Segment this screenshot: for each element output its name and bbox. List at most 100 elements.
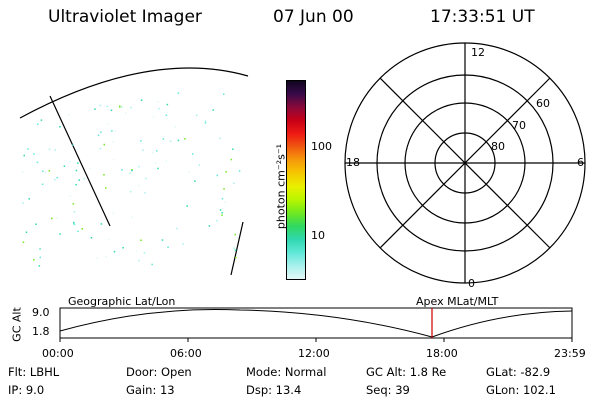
emission-speckle: [131, 216, 133, 218]
emission-speckle: [161, 239, 164, 241]
emission-speckle: [59, 126, 61, 128]
dsp-status: Dsp: 13.4: [246, 383, 302, 397]
emission-speckle: [27, 148, 29, 150]
emission-speckle: [54, 178, 56, 181]
mlt-label-12: 12: [471, 46, 485, 59]
emission-speckle: [186, 205, 188, 207]
emission-speckle: [188, 171, 190, 173]
glat-status: GLat: -82.9: [486, 365, 551, 379]
emission-speckle: [36, 161, 39, 164]
emission-speckle: [48, 170, 51, 172]
emission-speckle: [56, 176, 58, 179]
instrument-title: Ultraviolet Imager: [48, 7, 202, 27]
emission-speckle: [156, 150, 158, 152]
emission-speckle: [23, 154, 25, 157]
emission-speckle: [122, 247, 124, 249]
emission-speckle: [169, 140, 172, 142]
xtick-2359: 23:59: [554, 347, 586, 360]
emission-speckle: [51, 217, 53, 220]
color-scale-bar: [286, 80, 306, 280]
emission-speckle: [111, 130, 113, 132]
emission-speckle: [131, 169, 133, 172]
emission-speckle: [129, 190, 132, 193]
emission-speckle: [140, 239, 142, 241]
emission-speckle: [233, 182, 235, 185]
emission-speckle: [208, 225, 211, 227]
geographic-lat-lon-label: Geographic Lat/Lon: [68, 295, 176, 308]
xtick-0600: 06:00: [170, 347, 202, 360]
emission-speckle: [157, 101, 159, 103]
emission-speckle: [68, 114, 70, 116]
emission-speckle: [22, 241, 25, 243]
emission-speckle: [35, 223, 37, 225]
date-label: 07 Jun 00: [273, 7, 354, 27]
emission-speckle: [90, 237, 93, 239]
emission-speckle: [40, 119, 43, 121]
emission-speckle: [157, 167, 159, 170]
emission-speckle: [221, 214, 223, 216]
emission-speckle: [221, 212, 223, 214]
emission-speckle: [69, 160, 71, 163]
seq-status: Seq: 39: [366, 383, 410, 397]
emission-speckle: [107, 123, 110, 125]
gain-status: Gain: 13: [126, 383, 175, 397]
emission-speckle: [99, 104, 102, 107]
polar-diagonal-b: [379, 77, 551, 249]
emission-speckle: [105, 187, 107, 189]
emission-speckle: [112, 212, 115, 215]
mlt-label-6: 6: [577, 156, 584, 169]
emission-speckle: [63, 165, 66, 167]
emission-speckle: [198, 164, 201, 166]
emission-speckle: [158, 107, 160, 110]
emission-speckle: [72, 203, 75, 205]
emission-speckle: [97, 134, 100, 137]
emission-speckle: [151, 152, 154, 154]
emission-speckle: [25, 231, 28, 233]
emission-speckle: [103, 143, 105, 146]
emission-speckle: [77, 162, 79, 164]
emission-speckle: [138, 184, 140, 187]
edge-line: [230, 221, 244, 276]
emission-speckle: [138, 259, 140, 262]
emission-speckle: [234, 249, 237, 251]
emission-speckle: [89, 167, 91, 170]
emission-speckle: [81, 228, 83, 230]
emission-speckle: [129, 172, 131, 174]
emission-speckle: [75, 183, 77, 186]
emission-speckle: [119, 105, 121, 107]
emission-speckle: [237, 236, 239, 239]
emission-speckle: [223, 188, 225, 190]
emission-speckle: [121, 169, 123, 171]
emission-speckle: [113, 250, 116, 253]
emission-speckle: [112, 141, 114, 143]
mlt-label-0: 0: [468, 277, 475, 290]
emission-speckle: [38, 265, 41, 267]
emission-speckle: [33, 259, 35, 261]
emission-speckle: [166, 103, 169, 106]
orbit-altitude-curve: [59, 308, 573, 338]
emission-speckle: [121, 106, 123, 108]
xtick-0000: 00:00: [42, 347, 74, 360]
emission-speckle: [73, 221, 75, 224]
emission-speckle: [69, 195, 71, 198]
mlat-label-80: 80: [491, 140, 505, 153]
emission-speckle: [144, 192, 146, 194]
emission-speckle: [110, 109, 113, 112]
emission-speckle: [22, 202, 24, 204]
xtick-1800: 18:00: [426, 347, 458, 360]
emission-speckle: [113, 159, 115, 161]
emission-speckle: [39, 248, 41, 251]
emission-speckle: [162, 138, 165, 140]
glon-status: GLon: 102.1: [486, 383, 556, 397]
apex-mlat-mlt-label: Apex MLat/MLT: [416, 295, 499, 308]
emission-speckle: [219, 137, 221, 140]
emission-speckle: [100, 131, 102, 133]
ip-status: IP: 9.0: [8, 383, 45, 397]
emission-speckle: [78, 179, 80, 181]
emission-speckle: [165, 114, 168, 116]
emission-speckle: [48, 148, 51, 151]
emission-speckle: [72, 144, 74, 146]
emission-speckle: [153, 115, 155, 118]
emission-speckle: [96, 257, 98, 259]
